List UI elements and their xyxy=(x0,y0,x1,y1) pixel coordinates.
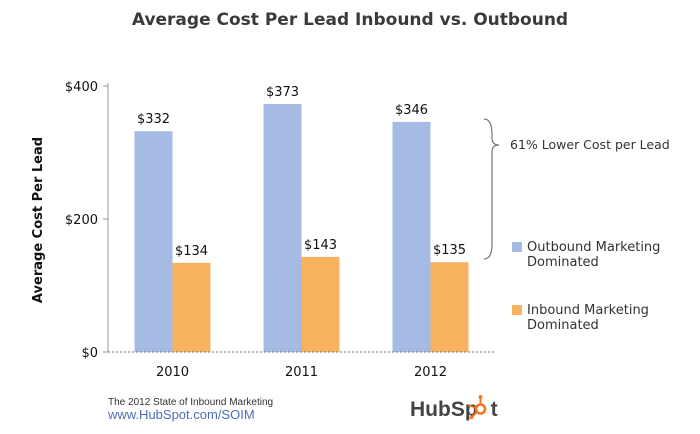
bar-inbound-2012 xyxy=(430,262,469,352)
y-ticks: $0 $200 $400 xyxy=(65,80,108,361)
source-line: The 2012 State of Inbound Marketing xyxy=(108,397,273,408)
logo-text-end: t xyxy=(491,398,498,421)
bar-outbound-2011 xyxy=(263,103,302,352)
bars xyxy=(134,103,469,352)
data-label: $332 xyxy=(137,112,170,127)
data-label: $346 xyxy=(395,103,428,118)
legend-swatch xyxy=(512,242,522,252)
legend-label: Inbound Marketing Dominated xyxy=(527,303,649,333)
data-label: $143 xyxy=(304,238,337,253)
data-label: $134 xyxy=(175,244,208,259)
legend-swatch xyxy=(512,305,522,315)
chart-title: Average Cost Per Lead Inbound vs. Outbou… xyxy=(132,10,568,30)
x-tick-label: 2012 xyxy=(414,365,447,380)
data-label: $135 xyxy=(433,243,466,258)
data-label: $373 xyxy=(266,85,299,100)
legend: Outbound Marketing Dominated Inbound Marke… xyxy=(512,240,660,333)
y-axis-label: Average Cost Per Lead xyxy=(31,137,46,303)
legend-label: Outbound Marketing Dominated xyxy=(527,240,660,270)
y-tick-label: $0 xyxy=(81,346,98,361)
bar-inbound-2010 xyxy=(172,262,211,352)
x-tick-label: 2010 xyxy=(156,365,189,380)
x-ticks: 2010 2011 2012 xyxy=(156,365,447,380)
hubspot-logo: HubSp t xyxy=(410,395,498,421)
y-tick-label: $200 xyxy=(65,213,98,228)
source-url[interactable]: www.HubSpot.com/SOIM xyxy=(107,407,255,422)
annotation-brace xyxy=(483,118,500,260)
logo-text-start: HubSp xyxy=(410,398,478,421)
bar-outbound-2010 xyxy=(134,131,173,352)
y-tick-label: $400 xyxy=(65,80,98,95)
bar-outbound-2012 xyxy=(392,121,431,352)
bar-inbound-2011 xyxy=(301,256,340,352)
data-labels: $332 $134 $373 $143 $346 $135 xyxy=(137,85,466,259)
annotation-text: 61% Lower Cost per Lead xyxy=(510,137,670,152)
sprocket-icon xyxy=(468,395,487,420)
x-tick-label: 2011 xyxy=(285,365,318,380)
